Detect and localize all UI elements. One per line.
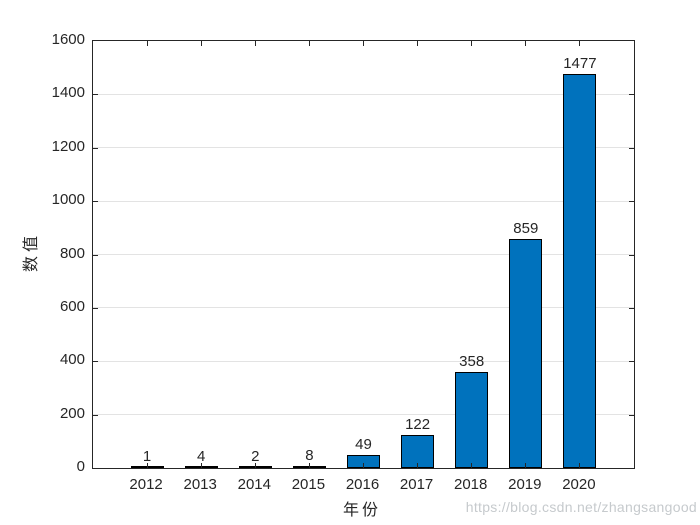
watermark-text: https://blog.csdn.net/zhangsangood xyxy=(465,499,697,515)
y-tick-mark-right xyxy=(629,201,634,203)
y-tick-mark-left xyxy=(93,414,98,416)
y-tick-mark-right xyxy=(629,414,634,416)
x-tick-label: 2014 xyxy=(237,476,271,493)
x-tick-mark-top xyxy=(579,41,581,46)
x-tick-mark-bottom xyxy=(579,463,581,468)
x-tick-mark-bottom xyxy=(417,463,419,468)
gridline xyxy=(93,307,634,309)
bar-value-label: 49 xyxy=(355,435,372,453)
x-tick-mark-bottom xyxy=(146,463,148,468)
x-tick-label: 2017 xyxy=(399,476,434,493)
x-tick-label: 2020 xyxy=(562,476,596,493)
y-tick-mark-left xyxy=(93,201,98,203)
y-tick-label: 800 xyxy=(59,244,85,262)
bar-value-label: 122 xyxy=(405,416,431,434)
y-tick-mark-right xyxy=(629,254,634,256)
x-tick-label: 2012 xyxy=(129,476,163,493)
bar-value-label: 1477 xyxy=(563,54,597,72)
bar-2020 xyxy=(563,73,597,468)
y-tick-label: 1600 xyxy=(51,31,85,48)
bar-2019 xyxy=(509,238,543,468)
x-tick-label: 2019 xyxy=(508,476,542,493)
gridline xyxy=(93,200,634,202)
y-tick-label: 1200 xyxy=(51,137,85,155)
y-tick-label: 200 xyxy=(59,404,85,422)
x-tick-mark-bottom xyxy=(254,463,256,468)
gridline xyxy=(93,360,634,362)
x-tick-mark-top xyxy=(146,41,148,46)
y-tick-mark-left xyxy=(93,361,98,363)
x-tick-mark-top xyxy=(417,41,419,46)
y-tick-label: 0 xyxy=(76,458,85,475)
y-tick-label: 600 xyxy=(59,297,85,315)
y-tick-mark-right xyxy=(629,307,634,309)
x-tick-mark-bottom xyxy=(525,463,527,468)
x-tick-mark-bottom xyxy=(471,463,473,468)
x-tick-mark-bottom xyxy=(308,463,310,468)
x-tick-label: 2015 xyxy=(291,476,326,493)
x-tick-mark-top xyxy=(471,41,473,46)
bar-value-label: 4 xyxy=(197,447,206,465)
x-tick-label: 2016 xyxy=(345,476,380,493)
x-tick-label: 2013 xyxy=(183,476,217,493)
y-tick-mark-right xyxy=(629,147,634,149)
x-axis-label: 年份 xyxy=(342,502,381,519)
bar-2018 xyxy=(455,372,489,468)
x-tick-mark-top xyxy=(308,41,310,46)
gridline xyxy=(93,414,634,416)
y-tick-label: 1400 xyxy=(51,84,85,102)
x-tick-mark-bottom xyxy=(363,463,364,468)
x-tick-mark-top xyxy=(363,41,364,46)
y-tick-mark-left xyxy=(93,307,98,309)
plot-area: 1 4 2 8 49 122 358 859 1477 xyxy=(92,40,635,469)
y-tick-mark-right xyxy=(629,361,634,363)
gridline xyxy=(93,147,634,149)
bar-value-label: 358 xyxy=(459,353,485,371)
x-tick-mark-bottom xyxy=(200,463,202,468)
gridline xyxy=(93,254,634,255)
x-tick-label: 2018 xyxy=(454,476,488,493)
y-tick-label: 1000 xyxy=(51,191,85,209)
bar-value-label: 1 xyxy=(142,447,152,465)
gridline xyxy=(93,93,634,95)
y-tick-mark-left xyxy=(93,147,98,149)
x-tick-mark-top xyxy=(525,41,527,46)
bar-value-label: 8 xyxy=(305,446,314,464)
bar-value-label: 2 xyxy=(251,447,260,465)
y-tick-label: 400 xyxy=(59,351,85,369)
y-tick-mark-left xyxy=(93,94,98,96)
x-tick-mark-top xyxy=(200,41,202,46)
bar-value-label: 859 xyxy=(513,219,539,237)
y-tick-mark-right xyxy=(629,94,634,96)
x-tick-mark-top xyxy=(254,41,256,46)
bar-2017 xyxy=(401,435,435,468)
y-tick-mark-left xyxy=(93,254,98,256)
